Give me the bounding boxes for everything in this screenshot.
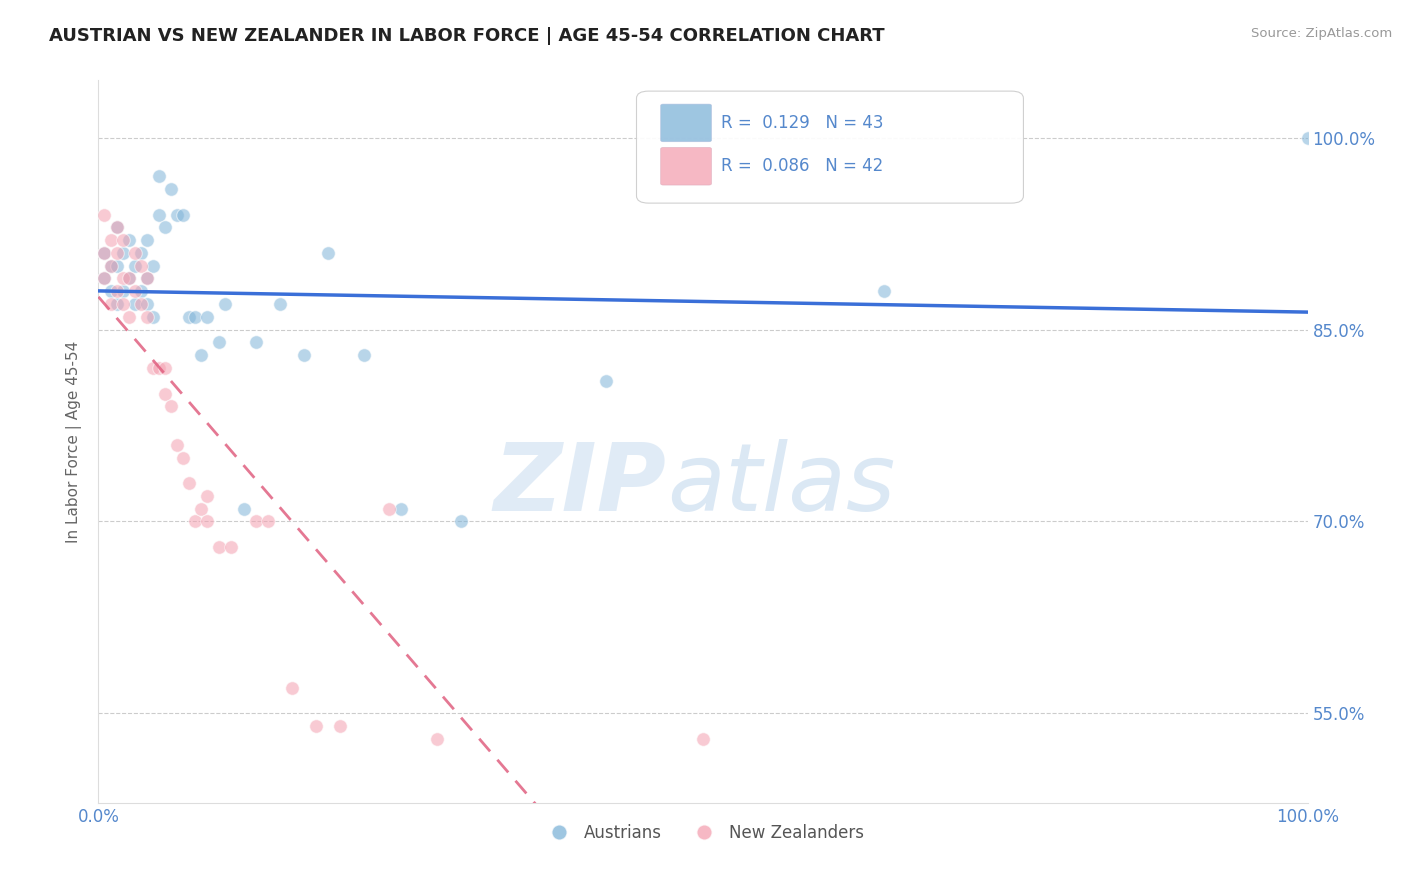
Point [93, 271, 115, 285]
Point [142, 259, 165, 273]
Point [93, 246, 115, 260]
Point [166, 438, 188, 452]
Point [190, 501, 212, 516]
Point [111, 285, 134, 299]
Point [153, 220, 176, 235]
Point [142, 310, 165, 324]
Point [118, 233, 141, 247]
Text: ZIP: ZIP [494, 439, 666, 531]
FancyBboxPatch shape [637, 91, 1024, 203]
Point [148, 361, 170, 376]
Point [153, 361, 176, 376]
Point [166, 208, 188, 222]
Point [184, 515, 207, 529]
Point [124, 285, 146, 299]
Point [172, 450, 194, 465]
FancyBboxPatch shape [661, 147, 711, 185]
Point [105, 297, 128, 311]
Point [208, 335, 231, 350]
Point [450, 515, 472, 529]
Point [100, 297, 122, 311]
Point [124, 297, 146, 311]
Point [153, 386, 176, 401]
Point [129, 285, 152, 299]
Point [184, 310, 207, 324]
Point [111, 233, 134, 247]
Point [172, 208, 194, 222]
Point [316, 246, 339, 260]
Point [129, 259, 152, 273]
Point [118, 271, 141, 285]
Point [105, 220, 128, 235]
Point [160, 182, 183, 196]
Y-axis label: In Labor Force | Age 45-54: In Labor Force | Age 45-54 [66, 341, 83, 542]
Point [389, 501, 412, 516]
Point [195, 515, 218, 529]
Point [105, 246, 128, 260]
Point [100, 233, 122, 247]
Point [195, 489, 218, 503]
Point [195, 310, 218, 324]
Point [111, 297, 134, 311]
Point [124, 259, 146, 273]
Point [426, 731, 449, 746]
Point [142, 361, 165, 376]
Point [93, 208, 115, 222]
Point [124, 246, 146, 260]
Point [232, 501, 254, 516]
Point [208, 540, 231, 554]
Point [190, 348, 212, 362]
Point [281, 681, 304, 695]
Point [135, 310, 157, 324]
Point [111, 271, 134, 285]
Point [148, 169, 170, 184]
Point [135, 233, 157, 247]
Point [214, 297, 236, 311]
Point [179, 476, 201, 491]
Point [148, 208, 170, 222]
Point [100, 259, 122, 273]
Point [329, 719, 352, 733]
Text: atlas: atlas [666, 440, 896, 531]
Point [100, 259, 122, 273]
Point [135, 297, 157, 311]
Point [129, 297, 152, 311]
Point [160, 400, 183, 414]
Point [377, 501, 399, 516]
Text: R =  0.129   N = 43: R = 0.129 N = 43 [721, 114, 883, 132]
Legend: Austrians, New Zealanders: Austrians, New Zealanders [536, 817, 870, 848]
Point [245, 515, 267, 529]
FancyBboxPatch shape [661, 104, 711, 142]
Point [595, 374, 617, 388]
Point [179, 310, 201, 324]
Point [118, 310, 141, 324]
Point [111, 246, 134, 260]
Point [135, 271, 157, 285]
Point [692, 731, 714, 746]
Point [105, 285, 128, 299]
Point [269, 297, 291, 311]
Point [245, 335, 267, 350]
Point [353, 348, 375, 362]
Point [105, 259, 128, 273]
Point [93, 246, 115, 260]
Point [118, 271, 141, 285]
Point [105, 220, 128, 235]
Point [135, 271, 157, 285]
Point [1296, 131, 1319, 145]
Text: R =  0.086   N = 42: R = 0.086 N = 42 [721, 157, 883, 175]
Point [873, 285, 896, 299]
Point [100, 285, 122, 299]
Point [292, 348, 315, 362]
Point [93, 271, 115, 285]
Point [305, 719, 328, 733]
Text: AUSTRIAN VS NEW ZEALANDER IN LABOR FORCE | AGE 45-54 CORRELATION CHART: AUSTRIAN VS NEW ZEALANDER IN LABOR FORCE… [49, 27, 884, 45]
Text: Source: ZipAtlas.com: Source: ZipAtlas.com [1251, 27, 1392, 40]
Point [129, 246, 152, 260]
Point [256, 515, 278, 529]
Point [221, 540, 243, 554]
